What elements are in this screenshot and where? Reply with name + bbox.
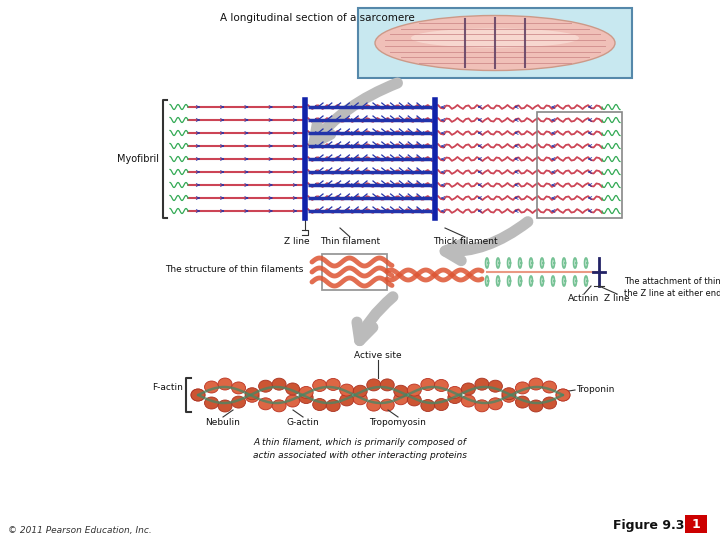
Ellipse shape	[299, 387, 313, 399]
Ellipse shape	[218, 400, 232, 412]
Ellipse shape	[366, 379, 381, 391]
Ellipse shape	[272, 378, 286, 390]
Text: Nebulin: Nebulin	[206, 418, 240, 427]
Ellipse shape	[475, 400, 489, 412]
Ellipse shape	[204, 381, 218, 393]
Ellipse shape	[420, 400, 435, 411]
Ellipse shape	[366, 399, 381, 411]
Ellipse shape	[516, 396, 529, 408]
Ellipse shape	[556, 389, 570, 401]
Ellipse shape	[408, 394, 421, 406]
Ellipse shape	[286, 383, 300, 395]
Ellipse shape	[502, 388, 516, 400]
Ellipse shape	[354, 393, 367, 405]
Bar	[322, 254, 387, 290]
Ellipse shape	[299, 392, 313, 403]
Ellipse shape	[420, 379, 435, 390]
Ellipse shape	[462, 383, 475, 395]
Ellipse shape	[191, 389, 205, 401]
Text: A thin filament, which is primarily composed of
actin associated with other inte: A thin filament, which is primarily comp…	[253, 438, 467, 460]
Text: Thin filament: Thin filament	[320, 237, 380, 246]
Text: A longitudinal section of a sarcomere: A longitudinal section of a sarcomere	[220, 13, 415, 23]
Ellipse shape	[312, 380, 327, 392]
Ellipse shape	[380, 399, 395, 411]
FancyBboxPatch shape	[358, 8, 632, 78]
Ellipse shape	[462, 395, 475, 407]
Ellipse shape	[475, 378, 489, 390]
Ellipse shape	[516, 382, 529, 394]
Ellipse shape	[326, 379, 340, 390]
Ellipse shape	[245, 388, 259, 400]
Ellipse shape	[340, 384, 354, 396]
Ellipse shape	[394, 385, 408, 397]
Text: Thick filament: Thick filament	[433, 237, 498, 246]
Text: Figure 9.3: Figure 9.3	[613, 518, 685, 531]
Ellipse shape	[272, 400, 286, 412]
Ellipse shape	[312, 399, 327, 410]
Ellipse shape	[191, 389, 205, 401]
Ellipse shape	[354, 385, 367, 397]
Ellipse shape	[448, 392, 462, 403]
Text: Actinin: Actinin	[568, 294, 600, 303]
Ellipse shape	[326, 400, 340, 411]
Ellipse shape	[380, 379, 395, 391]
Ellipse shape	[488, 398, 503, 410]
Text: Tropomyosin: Tropomyosin	[369, 418, 426, 427]
Ellipse shape	[258, 380, 273, 392]
Ellipse shape	[394, 393, 408, 405]
Text: The attachment of thin filaments to
the Z line at either end of a sarcomere: The attachment of thin filaments to the …	[624, 277, 720, 298]
Ellipse shape	[556, 389, 570, 401]
Ellipse shape	[232, 382, 246, 394]
Text: F-actin: F-actin	[152, 382, 183, 392]
Text: Myofibril: Myofibril	[117, 154, 159, 164]
Ellipse shape	[408, 384, 421, 396]
Ellipse shape	[529, 378, 543, 390]
Bar	[537, 112, 622, 218]
Ellipse shape	[218, 378, 232, 390]
Bar	[685, 515, 707, 533]
Ellipse shape	[488, 380, 503, 392]
Ellipse shape	[542, 381, 557, 393]
Text: G-actin: G-actin	[287, 418, 320, 427]
Text: Z line: Z line	[284, 237, 310, 246]
Text: Troponin: Troponin	[576, 386, 614, 395]
Ellipse shape	[434, 380, 449, 392]
Ellipse shape	[286, 395, 300, 407]
Ellipse shape	[434, 399, 449, 410]
Text: 1: 1	[692, 517, 701, 530]
Text: Active site: Active site	[354, 351, 402, 360]
Ellipse shape	[542, 397, 557, 409]
Ellipse shape	[375, 16, 615, 71]
Ellipse shape	[529, 400, 543, 412]
Ellipse shape	[448, 387, 462, 399]
Text: Z line: Z line	[604, 294, 630, 303]
Ellipse shape	[258, 398, 273, 410]
Ellipse shape	[340, 394, 354, 406]
Ellipse shape	[204, 397, 218, 409]
Ellipse shape	[411, 29, 579, 48]
Text: © 2011 Pearson Education, Inc.: © 2011 Pearson Education, Inc.	[8, 525, 152, 535]
Text: The structure of thin filaments: The structure of thin filaments	[165, 265, 303, 273]
Ellipse shape	[245, 390, 259, 402]
Ellipse shape	[232, 396, 246, 408]
Ellipse shape	[502, 390, 516, 402]
